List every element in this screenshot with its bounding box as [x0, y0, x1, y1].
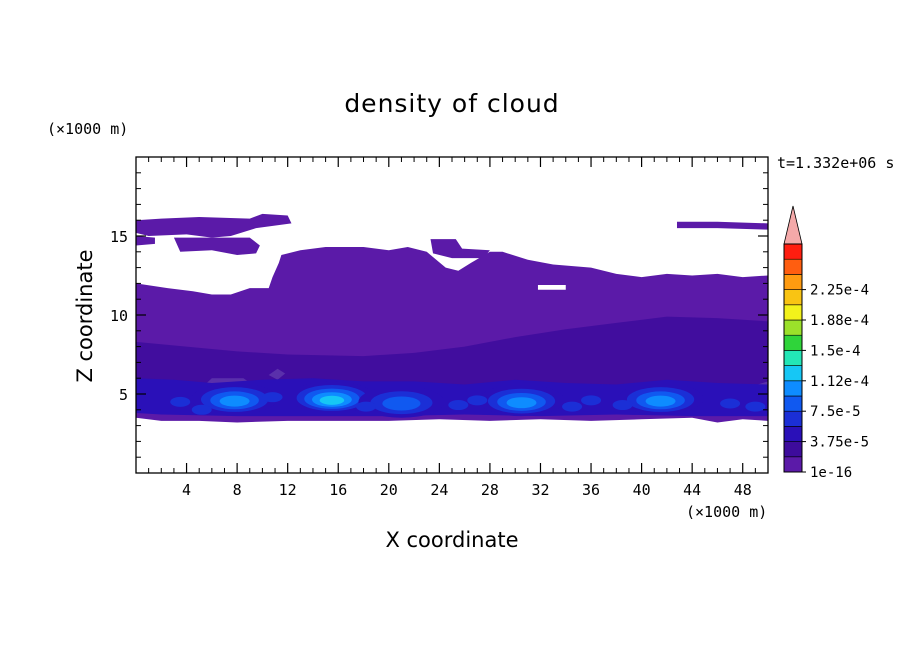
x-tick-label: 48	[734, 481, 752, 499]
cloud-low-band	[136, 378, 768, 417]
x-tick-label: 24	[430, 481, 448, 499]
cloud-hole-0	[537, 284, 566, 290]
x-tick-label: 32	[531, 481, 549, 499]
x-tick-label: 40	[633, 481, 651, 499]
cloud-upper-0	[136, 213, 292, 238]
colorbar-segment	[783, 319, 803, 336]
x-tick-label: 16	[329, 481, 347, 499]
colorbar-segment	[783, 426, 803, 442]
cloud-upper-4	[676, 221, 768, 230]
colorbar-frame	[783, 243, 803, 473]
cloud-blob	[562, 401, 583, 412]
colorbar-segment	[783, 456, 803, 473]
cloud-mid-layer	[136, 316, 768, 388]
x-tick-label: 4	[182, 481, 191, 499]
colorbar-segment	[783, 380, 803, 397]
cloud-blob	[581, 395, 602, 406]
y-axis-label: Z coordinate	[73, 249, 97, 382]
convective-cell	[358, 386, 445, 418]
cell-contour	[645, 395, 676, 407]
cell-contour	[382, 396, 421, 411]
cloud-blob	[612, 400, 633, 411]
cloud-blob	[720, 398, 741, 409]
convective-cell	[617, 382, 704, 415]
colorbar-segment	[783, 441, 803, 458]
cell-contour	[219, 395, 250, 407]
convective-cell	[478, 384, 565, 417]
cloud-blob	[356, 401, 377, 412]
cloud-blob	[448, 400, 469, 411]
cloud-blob	[170, 396, 191, 407]
colorbar-extend-arrow	[783, 205, 803, 245]
cloud-upper-2	[173, 237, 260, 255]
colorbar-tick-label: 2.25e-4	[810, 283, 869, 299]
cell-contour	[319, 395, 345, 405]
colorbar-segment	[783, 258, 803, 275]
cloud-upper-1	[136, 236, 155, 246]
x-tick-label: 8	[233, 481, 242, 499]
x-tick-label: 20	[380, 481, 398, 499]
colorbar-segment	[783, 304, 803, 321]
x-tick-label: 44	[683, 481, 701, 499]
colorbar-tick-label: 1e-16	[810, 465, 852, 481]
cloud-blob	[745, 401, 766, 412]
cloud-blob	[191, 404, 212, 415]
colorbar-tick-label: 1.12e-4	[810, 374, 869, 390]
y-tick-label: 5	[119, 386, 128, 404]
colorbar-segment	[783, 243, 803, 260]
colorbar-segment	[783, 289, 803, 306]
convective-cell	[288, 381, 375, 413]
cloud-upper-3	[430, 239, 490, 259]
colorbar: 1e-16 3.75e-5 7.5e-5 1.12e-4 1.5e-4 1.88e-4 2.…	[783, 205, 869, 481]
time-label: t=1.332e+06 s	[777, 154, 894, 172]
chart-title: density of cloud	[344, 89, 559, 118]
y-axis-unit: (×1000 m)	[47, 120, 128, 138]
colorbar-tick-label: 1.5e-4	[810, 343, 861, 359]
cloud-density-field	[136, 213, 768, 423]
colorbar-segment	[783, 334, 803, 351]
cell-contour	[506, 397, 537, 409]
colorbar-segment	[783, 350, 803, 366]
colorbar-segment	[783, 274, 803, 290]
x-axis-unit: (×1000 m)	[686, 503, 767, 521]
colorbar-segment	[783, 365, 803, 382]
colorbar-tick-label: 1.88e-4	[810, 313, 869, 329]
cloud-blob	[262, 392, 283, 403]
x-tick-label: 28	[481, 481, 499, 499]
y-tick-label: 15	[110, 228, 128, 246]
convective-cell	[191, 382, 278, 415]
colorbar-segment	[783, 410, 803, 427]
cloud-blob	[467, 395, 488, 406]
x-axis-label: X coordinate	[385, 528, 518, 552]
y-tick-label: 10	[110, 307, 128, 325]
colorbar-segment	[783, 395, 803, 412]
colorbar-tick-label: 7.5e-5	[810, 404, 861, 420]
x-tick-label: 12	[279, 481, 297, 499]
x-tick-label: 36	[582, 481, 600, 499]
colorbar-tick-label: 3.75e-5	[810, 435, 869, 451]
